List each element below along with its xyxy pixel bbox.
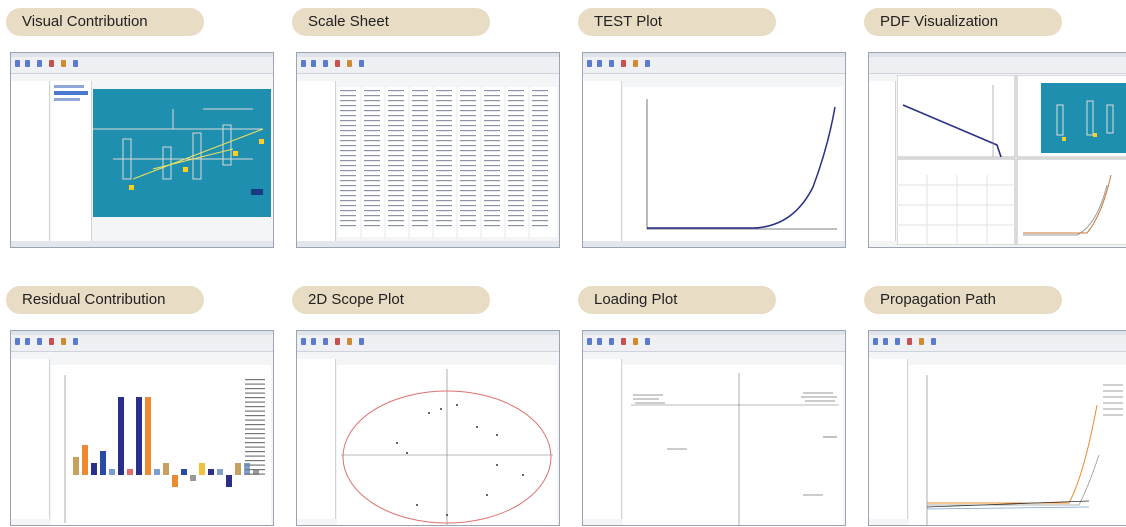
loading-plot (623, 365, 843, 525)
card-title-2d-scope-plot: 2D Scope Plot (292, 286, 490, 314)
screenshot-scale-sheet[interactable] (296, 52, 560, 248)
card-title-pdf-visualization: PDF Visualization (864, 8, 1062, 36)
screenshot-pdf-visualization[interactable] (868, 52, 1126, 248)
bar (91, 463, 97, 475)
bar (172, 475, 178, 487)
bar (118, 397, 124, 475)
bar (136, 397, 142, 475)
data-grid (337, 87, 557, 237)
bar (253, 469, 259, 475)
bar (226, 475, 232, 487)
residual-bar-chart (51, 365, 271, 525)
process-diagram (93, 89, 271, 217)
propagation-plot (909, 365, 1126, 525)
scope-plot (337, 365, 557, 525)
screenshot-loading-plot[interactable] (582, 330, 846, 526)
bar (145, 397, 151, 475)
card-title-scale-sheet: Scale Sheet (292, 8, 490, 36)
bar (208, 469, 214, 475)
bar (199, 463, 205, 475)
bar (163, 463, 169, 475)
bar (154, 469, 160, 475)
screenshot-test-plot[interactable] (582, 52, 846, 248)
card-title-propagation-path: Propagation Path (864, 286, 1062, 314)
card-title-residual-contribution: Residual Contribution (6, 286, 204, 314)
bar (109, 469, 115, 475)
bar (73, 457, 79, 475)
bar (181, 469, 187, 475)
bar (82, 445, 88, 475)
pdf-panels (897, 75, 1126, 245)
screenshot-propagation-path[interactable] (868, 330, 1126, 526)
bar (217, 469, 223, 475)
card-title-test-plot: TEST Plot (578, 8, 776, 36)
card-title-visual-contribution: Visual Contribution (6, 8, 204, 36)
bar (100, 451, 106, 475)
screenshot-2d-scope-plot[interactable] (296, 330, 560, 526)
test-plot-chart (623, 87, 843, 241)
bar (190, 475, 196, 481)
screenshot-residual-contribution[interactable] (10, 330, 274, 526)
bar (127, 469, 133, 475)
card-title-loading-plot: Loading Plot (578, 286, 776, 314)
bar (235, 463, 241, 475)
screenshot-visual-contribution[interactable] (10, 52, 274, 248)
